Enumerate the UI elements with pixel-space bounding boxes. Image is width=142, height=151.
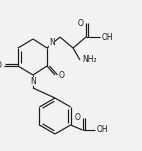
Text: OH: OH <box>102 32 114 42</box>
Text: N: N <box>30 77 36 86</box>
Text: O: O <box>0 61 2 71</box>
Text: NH₂: NH₂ <box>82 56 97 64</box>
Text: O: O <box>78 19 84 27</box>
Text: OH: OH <box>97 125 108 135</box>
Text: N: N <box>49 38 55 47</box>
Text: O: O <box>59 71 65 79</box>
Text: O: O <box>75 114 81 122</box>
